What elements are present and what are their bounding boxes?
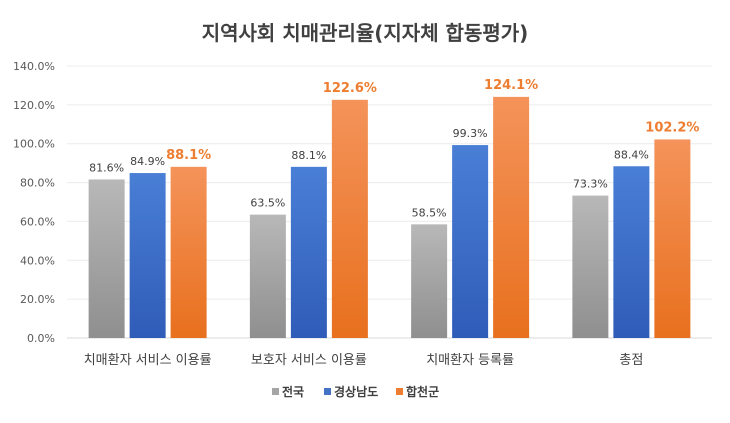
y-tick-label: 60.0%: [20, 215, 55, 228]
bar-2-0: [170, 166, 207, 338]
category-label: 치매환자 서비스 이용률: [84, 353, 212, 368]
data-label: 88.4%: [614, 148, 649, 161]
chart-title: 지역사회 치매관리율(지자체 합동평가): [202, 21, 529, 45]
legend-label: 합천군: [406, 384, 439, 399]
bar-2-3: [654, 139, 691, 338]
data-label: 122.6%: [323, 81, 377, 96]
legend-swatch: [324, 388, 331, 395]
y-tick-label: 0.0%: [27, 332, 55, 345]
bar-0-2: [411, 224, 448, 338]
data-label: 73.3%: [573, 178, 608, 191]
data-label: 99.3%: [453, 127, 488, 140]
bar-0-0: [88, 179, 125, 338]
bar-1-0: [129, 173, 166, 338]
data-label: 81.6%: [89, 161, 124, 174]
data-label: 102.2%: [645, 120, 699, 135]
legend-swatch: [396, 388, 403, 395]
category-label: 치매환자 등록률: [426, 353, 514, 368]
bar-1-2: [452, 145, 489, 338]
bar-1-3: [613, 166, 650, 338]
legend-label: 경상남도: [334, 384, 378, 399]
data-label: 88.1%: [166, 148, 211, 163]
data-label: 58.5%: [412, 206, 447, 219]
category-label: 보호자 서비스 이용률: [251, 353, 367, 368]
bar-0-3: [572, 195, 609, 338]
bar-2-2: [493, 96, 530, 339]
bar-1-1: [290, 166, 327, 338]
data-label: 88.1%: [291, 149, 326, 162]
y-tick-label: 120.0%: [13, 99, 55, 112]
y-tick-label: 40.0%: [20, 254, 55, 267]
data-label: 124.1%: [484, 78, 538, 93]
legend-swatch: [272, 388, 279, 395]
category-label: 총점: [619, 353, 643, 368]
bar-0-1: [249, 214, 286, 338]
y-tick-label: 80.0%: [20, 177, 55, 190]
y-tick-label: 140.0%: [13, 60, 55, 73]
data-label: 84.9%: [130, 155, 165, 168]
bar-2-1: [331, 99, 368, 338]
y-tick-label: 100.0%: [13, 138, 55, 151]
y-tick-label: 20.0%: [20, 293, 55, 306]
legend-label: 전국: [282, 384, 304, 399]
data-label: 63.5%: [250, 197, 285, 210]
